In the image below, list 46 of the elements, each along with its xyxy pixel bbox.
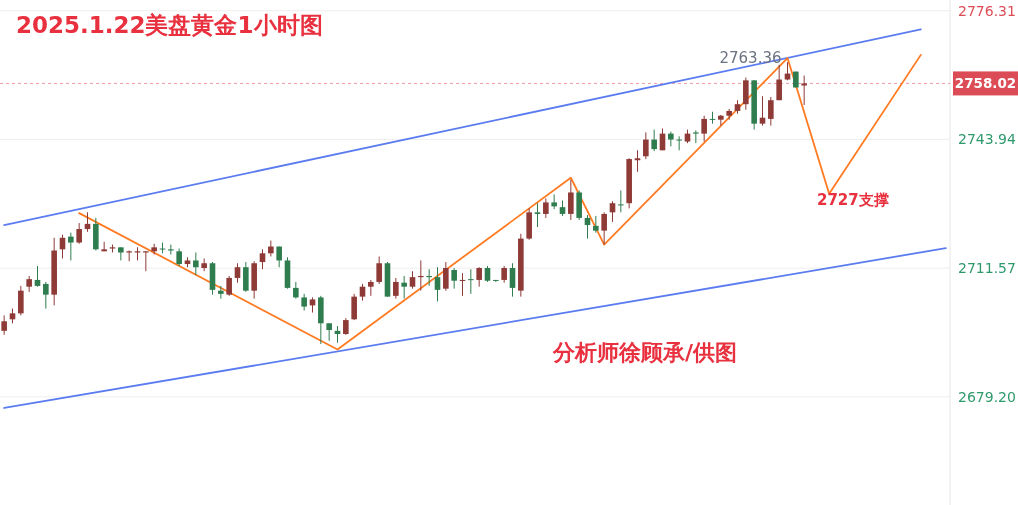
candlestick [259,248,266,270]
annotation: 2727支撑 [817,191,889,209]
candlestick [18,285,24,316]
candlestick [568,179,574,221]
candlestick [701,115,707,143]
annotation: 2763.36 [719,49,782,68]
candlestick [643,131,649,160]
ref-line-label: 2758.02 [954,75,1017,92]
candlestick [43,281,49,310]
candlestick [451,267,457,290]
candlestick [801,75,807,106]
candlestick [676,135,682,151]
candlestick [434,266,441,302]
candlestick [143,250,149,272]
annotation: 分析师徐顾承/供图 [551,340,738,365]
candlestick [743,77,749,111]
candlestick [243,261,249,293]
candlestick [376,255,382,285]
candlestick [543,197,549,219]
candlestick [534,202,541,228]
candlestick [401,275,407,300]
candlestick [351,293,357,321]
y-tick-label: 2776.31 [958,2,1016,19]
candlestick [601,211,607,246]
y-tick-label: 2679.20 [958,388,1016,405]
candlestick [34,265,41,288]
candlestick [468,268,474,295]
candlestick [226,275,232,297]
candlestick [618,189,624,213]
candlestick [193,252,199,276]
candlestick [634,149,641,173]
candlestick [768,96,774,127]
candlestick [776,64,782,101]
text: 2025.1.22美盘黄金1小时图 [16,12,323,38]
candlestick [1,314,7,336]
candlestick [393,277,399,300]
candlestick [76,222,82,245]
candlestick [443,261,449,292]
candlestick [234,262,241,284]
y-tick-label: 2743.94 [958,131,1016,148]
candlestick [759,95,766,127]
candlestick [476,266,482,288]
candlestick [651,129,657,152]
candlestick [68,232,74,261]
y-tick-label: 2711.57 [958,260,1016,277]
candlestick [509,262,516,298]
